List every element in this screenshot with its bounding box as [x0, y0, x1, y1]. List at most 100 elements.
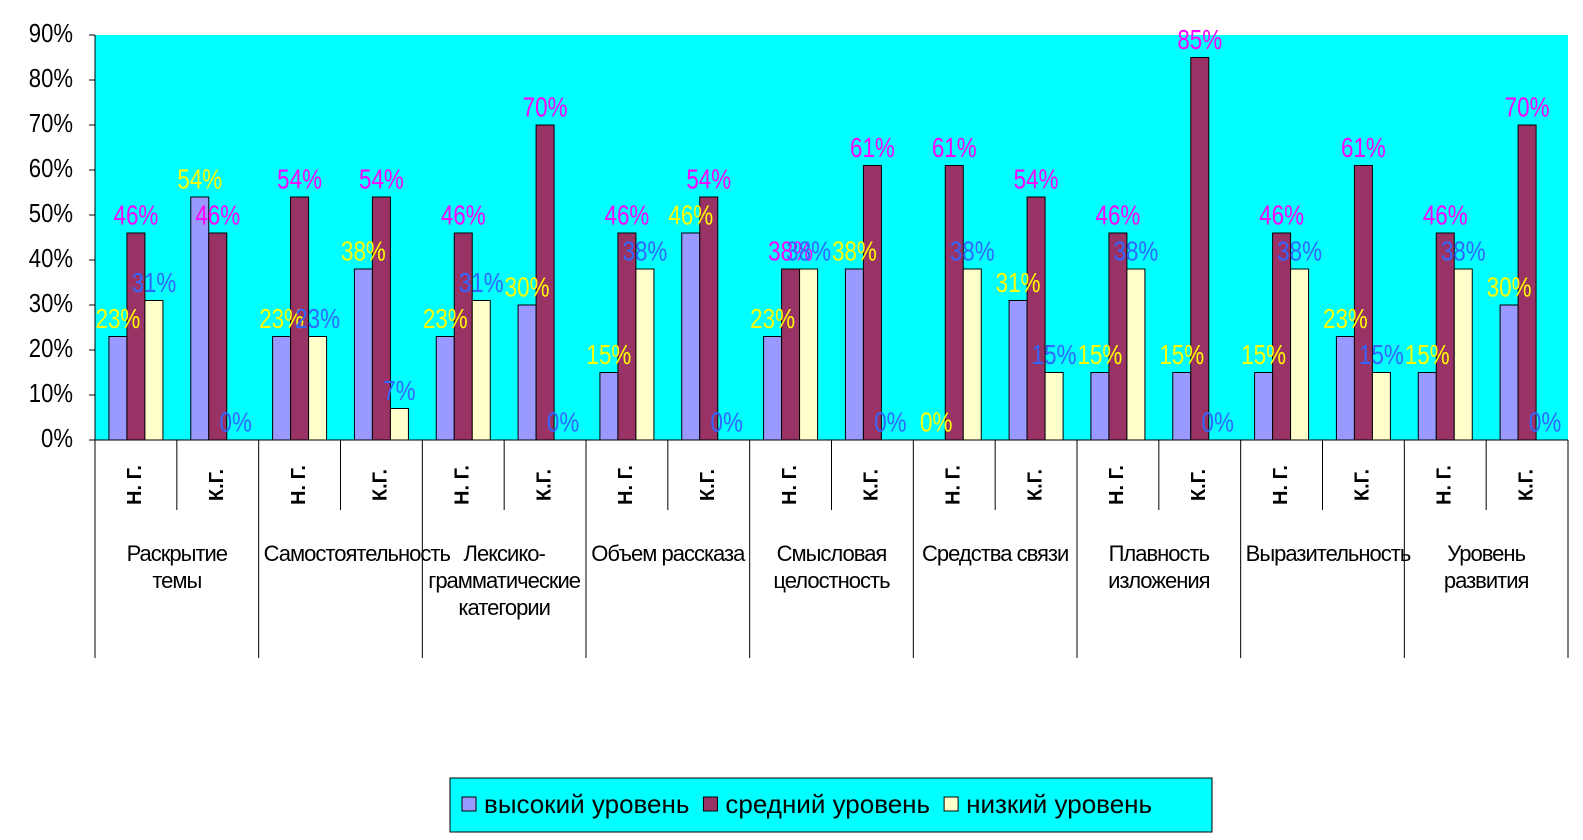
- bar: [1126, 268, 1146, 441]
- plot-area: [95, 35, 1568, 440]
- data-label: 54%: [177, 164, 222, 195]
- bar: [190, 196, 210, 441]
- data-label: 46%: [1259, 200, 1304, 231]
- y-tick-label: 70%: [29, 109, 73, 138]
- bar: [635, 268, 655, 441]
- bar: [599, 372, 619, 441]
- x-tick-label: Н. Г.: [288, 465, 310, 505]
- bar: [1190, 57, 1210, 441]
- bar: [962, 268, 982, 441]
- x-tick-label: К.Г.: [1515, 469, 1537, 501]
- y-tick-label: 80%: [29, 64, 73, 93]
- bar: [453, 232, 473, 441]
- y-tick-label: 40%: [29, 244, 73, 273]
- data-label: 23%: [259, 304, 304, 335]
- data-label: 38%: [1277, 236, 1322, 267]
- bar: [781, 268, 801, 441]
- y-tick-label: 0%: [41, 424, 73, 453]
- data-label: 38%: [832, 236, 877, 267]
- x-tick-label: Н. Г.: [615, 465, 637, 505]
- data-label: 31%: [459, 268, 504, 299]
- data-label: 38%: [768, 236, 813, 267]
- data-label: 38%: [623, 236, 668, 267]
- bar: [389, 408, 409, 441]
- bar: [1026, 196, 1046, 441]
- data-label: 30%: [505, 272, 550, 303]
- bar: [435, 336, 455, 441]
- bar: [126, 232, 146, 441]
- data-label: 54%: [277, 164, 322, 195]
- data-label: 38%: [1114, 236, 1159, 267]
- data-label: 54%: [359, 164, 404, 195]
- data-label: 15%: [1159, 340, 1204, 371]
- x-tick-label: Н. Г.: [452, 465, 474, 505]
- x-tick-label: Н. Г.: [124, 465, 146, 505]
- x-tick-label: К.Г.: [1352, 469, 1374, 501]
- bar: [944, 165, 964, 441]
- group-label: Уровень развития: [1443, 541, 1530, 593]
- bar: [1254, 372, 1274, 441]
- data-label: 0%: [874, 407, 906, 438]
- group-label: Лексико-грамматические категории: [428, 541, 581, 620]
- legend-swatch: [943, 796, 959, 812]
- x-tick-label: К.Г.: [370, 469, 392, 501]
- x-tick-label: К.Г.: [1024, 469, 1046, 501]
- data-label: 46%: [195, 200, 240, 231]
- y-tick-label: 60%: [29, 154, 73, 183]
- data-label: 38%: [950, 236, 995, 267]
- bar: [763, 336, 783, 441]
- data-label: 15%: [1032, 340, 1077, 371]
- bar: [799, 268, 819, 441]
- x-tick-label: К.Г.: [533, 469, 555, 501]
- bar: [1417, 372, 1437, 441]
- bar: [1453, 268, 1473, 441]
- x-tick-label: Н. Г.: [1434, 465, 1456, 505]
- data-label: 15%: [587, 340, 632, 371]
- data-label: 70%: [1505, 92, 1550, 123]
- data-label: 61%: [850, 133, 895, 164]
- data-label: 15%: [1359, 340, 1404, 371]
- legend-box: [449, 777, 1213, 833]
- legend-label: средний уровень: [725, 789, 930, 819]
- bar: [862, 165, 882, 441]
- bar: [471, 300, 491, 441]
- group-label: Самостоятельность: [263, 541, 451, 566]
- data-label: 70%: [523, 92, 568, 123]
- data-label: 38%: [1441, 236, 1486, 267]
- bar: [699, 196, 719, 441]
- bar: [1499, 304, 1519, 441]
- bar: [308, 336, 328, 441]
- data-label: 54%: [1014, 164, 1059, 195]
- data-label: 23%: [295, 304, 340, 335]
- data-label: 38%: [341, 236, 386, 267]
- bar: [844, 268, 864, 441]
- data-label: 31%: [996, 268, 1041, 299]
- legend-label: высокий уровень: [484, 789, 689, 819]
- data-label: 46%: [1423, 200, 1468, 231]
- bar: [1044, 372, 1064, 441]
- x-tick-label: Н. Г.: [1106, 465, 1128, 505]
- bar: [108, 336, 128, 441]
- x-tick-label: К.Г.: [697, 469, 719, 501]
- data-label: 0%: [711, 407, 743, 438]
- data-label: 54%: [686, 164, 731, 195]
- bar: [353, 268, 373, 441]
- x-tick-label: К.Г.: [1188, 469, 1210, 501]
- data-label: 46%: [668, 200, 713, 231]
- y-tick-label: 30%: [29, 289, 73, 318]
- bar: [1008, 300, 1028, 441]
- data-label: 15%: [1078, 340, 1123, 371]
- group-label: Объем рассказа: [591, 541, 745, 566]
- bar: [517, 304, 537, 441]
- data-label: 46%: [605, 200, 650, 231]
- bar: [272, 336, 292, 441]
- legend-swatch: [461, 796, 477, 812]
- data-label: 0%: [547, 407, 579, 438]
- legend-swatch: [702, 796, 718, 812]
- bar: [1290, 268, 1310, 441]
- data-label: 0%: [920, 407, 952, 438]
- data-label: 46%: [1096, 200, 1141, 231]
- data-label: 31%: [132, 268, 177, 299]
